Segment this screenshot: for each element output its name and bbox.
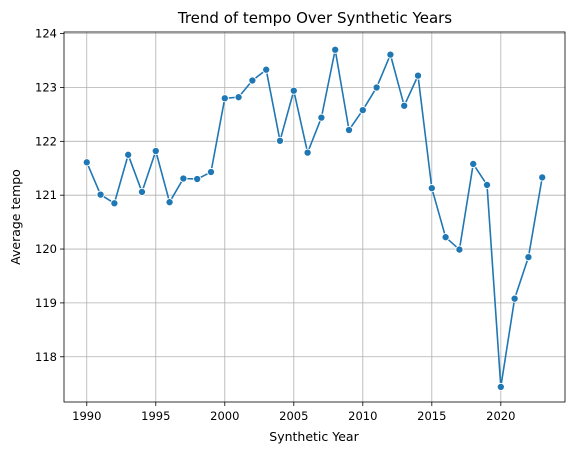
data-point [358,106,367,115]
data-point [179,174,188,183]
data-point [538,173,547,182]
data-point [220,94,229,103]
y-tick-label: 123 [35,80,57,94]
data-point [413,71,423,80]
y-axis: 118 119 120 121 122 123 124 [35,27,64,364]
data-point [441,233,450,242]
data-point [386,50,395,59]
y-tick-label: 119 [35,296,57,310]
data-point [193,174,202,184]
y-axis-label: Average tempo [8,169,23,265]
data-point [289,86,298,95]
x-tick-label: 2005 [279,409,308,423]
data-point [344,125,354,135]
data-point [82,158,91,167]
data-point [317,113,326,122]
x-tick-label: 2010 [348,409,377,423]
data-point [482,180,492,190]
y-tick-label: 122 [35,134,57,148]
x-tick-label: 2015 [417,409,446,423]
data-point [234,93,243,102]
plot-frame [63,31,566,403]
data-point [248,76,257,85]
data-point [96,190,105,199]
data-point [400,101,409,110]
x-axis-label: Synthetic Year [269,429,359,444]
data-point [496,382,505,391]
series-layer [82,45,547,391]
data-point [165,198,174,207]
data-point [303,148,312,157]
gridlines [64,32,565,402]
data-point [524,253,533,262]
data-point [137,187,147,197]
x-tick-label: 2000 [210,409,239,423]
data-point [262,65,271,74]
y-tick-label: 124 [35,27,57,41]
data-point [331,45,340,54]
data-point [124,150,133,159]
data-point [206,167,216,177]
data-point [110,199,119,208]
x-tick-label: 1995 [141,409,170,423]
y-tick-label: 121 [35,188,57,202]
data-point [275,136,285,145]
data-point [151,146,160,156]
x-tick-label: 2020 [486,409,515,423]
series-line [86,48,544,388]
y-tick-label: 118 [35,350,57,364]
chart-title: Trend of tempo Over Synthetic Years [177,9,452,27]
x-axis: 1990 1995 2000 2005 2010 2015 2020 [72,402,515,423]
data-point [469,159,478,169]
x-tick-label: 1990 [72,409,101,423]
data-point [510,294,519,303]
data-point [455,245,464,254]
data-point [372,83,381,92]
y-tick-label: 120 [35,242,57,256]
data-point [427,184,436,193]
